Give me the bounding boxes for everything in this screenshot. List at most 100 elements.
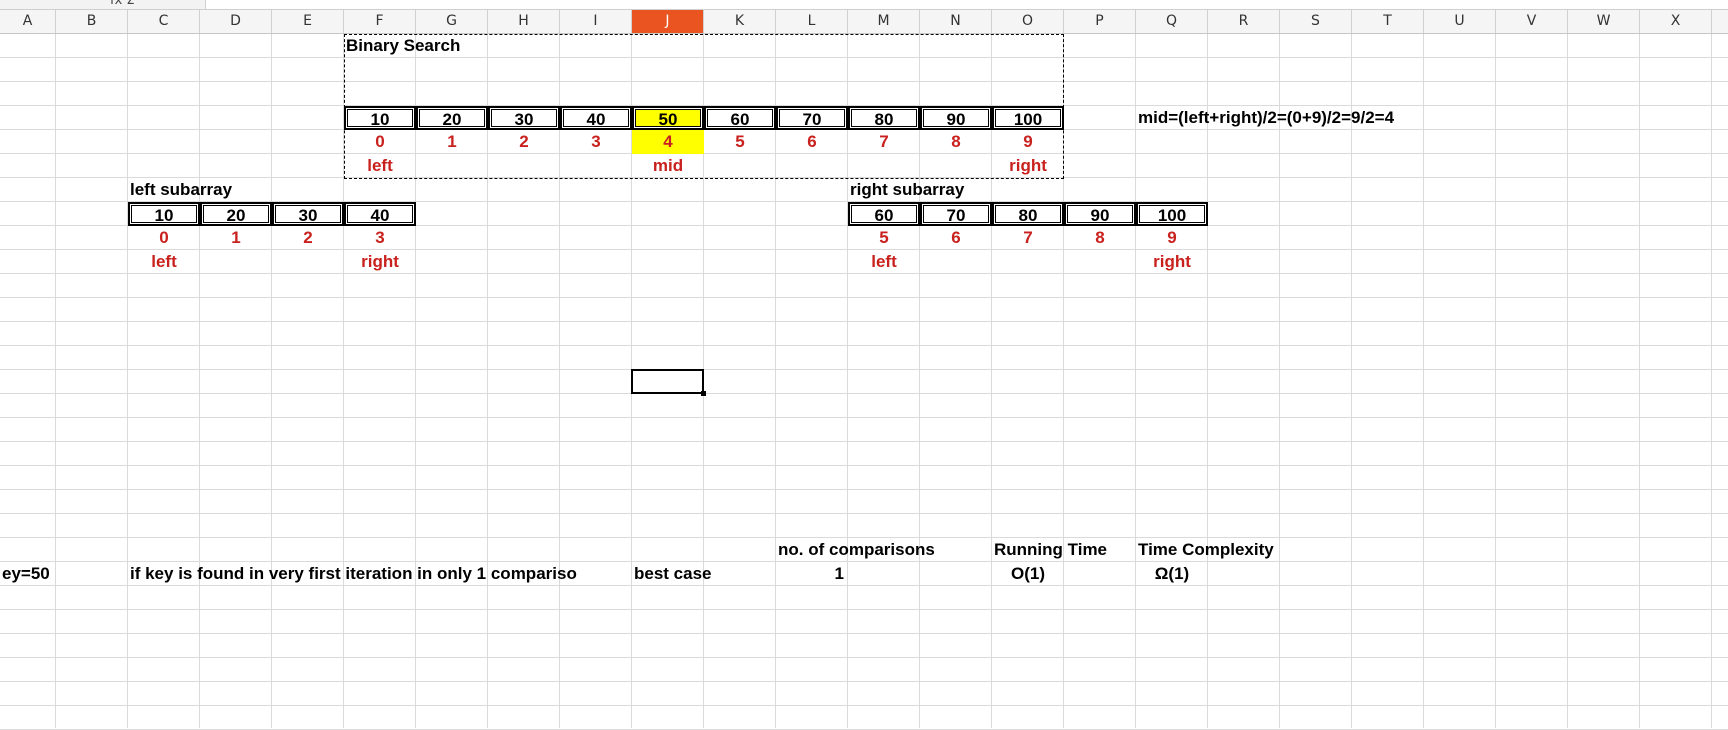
column-header-n[interactable]: N [920,10,992,33]
right-subarray-value[interactable]: 100 [1136,202,1208,226]
array-index-cell[interactable]: 3 [591,132,601,151]
column-header-m[interactable]: M [848,10,920,33]
case-cell[interactable]: best case [634,564,712,583]
right-subarray-title[interactable]: right subarray [850,180,965,199]
column-header-h[interactable]: H [488,10,560,33]
array-value-cell[interactable]: 10 [344,106,416,130]
column-header-t[interactable]: T [1352,10,1424,33]
array-index-cell[interactable]: 7 [879,132,889,151]
right-subarray-index[interactable]: 6 [951,228,961,247]
right-subarray-value[interactable]: 70 [920,202,992,226]
header-running-time[interactable]: Running Time [994,540,1108,559]
grid-col-line [55,34,56,728]
left-subarray-value[interactable]: 40 [344,202,416,226]
array-index-cell[interactable]: 2 [519,132,529,151]
left-subarray-index[interactable]: 3 [375,228,385,247]
grid-col-line [775,34,776,728]
array-index-cell[interactable]: 4 [632,130,704,154]
left-subarray-index[interactable]: 0 [159,228,169,247]
grid-col-line [559,34,560,728]
right-subarray-left-label[interactable]: left [871,252,897,271]
autofill-handle[interactable] [701,391,706,396]
formula-bar: fx Σ [0,0,1728,10]
array-value-cell[interactable]: 100 [992,106,1064,130]
column-header-f[interactable]: F [344,10,416,33]
left-subarray-value[interactable]: 20 [200,202,272,226]
mid-formula-cell[interactable]: mid=(left+right)/2=(0+9)/2=9/2=4 [1138,108,1395,127]
array-index-cell[interactable]: 8 [951,132,961,151]
formula-input[interactable] [205,0,1728,9]
comparisons-value[interactable]: 1 [834,564,844,583]
grid-row-line [0,249,1728,250]
grid-col-line [1135,34,1136,728]
column-header-b[interactable]: B [56,10,128,33]
column-header-q[interactable]: Q [1136,10,1208,33]
column-header-j[interactable]: J [632,10,704,33]
grid-row-line [0,585,1728,586]
right-subarray-right-label[interactable]: right [1153,252,1191,271]
array-index-cell[interactable]: 9 [1023,132,1033,151]
running-time-value[interactable]: O(1) [1011,564,1045,583]
column-header-x[interactable]: X [1640,10,1712,33]
left-subarray-value[interactable]: 30 [272,202,344,226]
column-header-v[interactable]: V [1496,10,1568,33]
left-pointer-label[interactable]: left [367,156,393,175]
right-subarray-value[interactable]: 80 [992,202,1064,226]
column-header-c[interactable]: C [128,10,200,33]
column-header-d[interactable]: D [200,10,272,33]
grid-row-line [0,297,1728,298]
complexity-value[interactable]: Ω(1) [1154,564,1190,583]
column-header-e[interactable]: E [272,10,344,33]
column-header-g[interactable]: G [416,10,488,33]
column-header-k[interactable]: K [704,10,776,33]
right-subarray-index[interactable]: 5 [879,228,889,247]
column-header-p[interactable]: P [1064,10,1136,33]
column-header-u[interactable]: U [1424,10,1496,33]
grid-row-line [0,537,1728,538]
array-value-cell[interactable]: 90 [920,106,992,130]
right-pointer-label[interactable]: right [1009,156,1047,175]
left-subarray-value[interactable]: 10 [128,202,200,226]
right-subarray-index[interactable]: 7 [1023,228,1033,247]
left-subarray-index[interactable]: 1 [231,228,241,247]
header-complexity[interactable]: Time Complexity [1138,540,1274,559]
title-cell[interactable]: Binary Search [346,36,461,55]
right-subarray-value[interactable]: 60 [848,202,920,226]
function-wizard-icon[interactable]: fx Σ [110,0,135,8]
column-header-i[interactable]: I [560,10,632,33]
array-value-cell[interactable]: 20 [416,106,488,130]
right-subarray-index[interactable]: 8 [1095,228,1105,247]
grid-row-line [0,465,1728,466]
left-subarray-right-label[interactable]: right [361,252,399,271]
array-index-cell[interactable]: 6 [807,132,817,151]
column-header-w[interactable]: W [1568,10,1640,33]
sheet-grid[interactable]: Binary Search 10 20 30 40 50 60 70 80 90 100 0 1 2 3 4 5… [0,34,1728,730]
column-header-l[interactable]: L [776,10,848,33]
column-header-a[interactable]: A [0,10,56,33]
active-cell-cursor[interactable] [631,369,704,394]
column-header-s[interactable]: S [1280,10,1352,33]
array-value-cell[interactable]: 40 [560,106,632,130]
array-value-cell[interactable]: 60 [704,106,776,130]
left-subarray-left-label[interactable]: left [151,252,177,271]
array-index-cell[interactable]: 1 [447,132,457,151]
grid-col-line [1207,34,1208,728]
description-cell[interactable]: if key is found in very first iteration … [130,564,577,583]
right-subarray-value[interactable]: 90 [1064,202,1136,226]
array-value-cell[interactable]: 30 [488,106,560,130]
mid-pointer-label[interactable]: mid [652,156,684,175]
array-value-cell[interactable]: 50 [632,106,704,130]
left-subarray-title[interactable]: left subarray [130,180,233,199]
right-subarray-index[interactable]: 9 [1167,228,1177,247]
grid-row-line [0,633,1728,634]
array-index-cell[interactable]: 0 [375,132,385,151]
array-value-cell[interactable]: 70 [776,106,848,130]
key-cell[interactable]: ey=50 [2,564,50,583]
left-subarray-index[interactable]: 2 [303,228,313,247]
column-header-r[interactable]: R [1208,10,1280,33]
header-comparisons[interactable]: no. of comparisons [778,540,935,559]
column-header-o[interactable]: O [992,10,1064,33]
array-value-cell[interactable]: 80 [848,106,920,130]
grid-row-line [0,393,1728,394]
array-index-cell[interactable]: 5 [735,132,745,151]
